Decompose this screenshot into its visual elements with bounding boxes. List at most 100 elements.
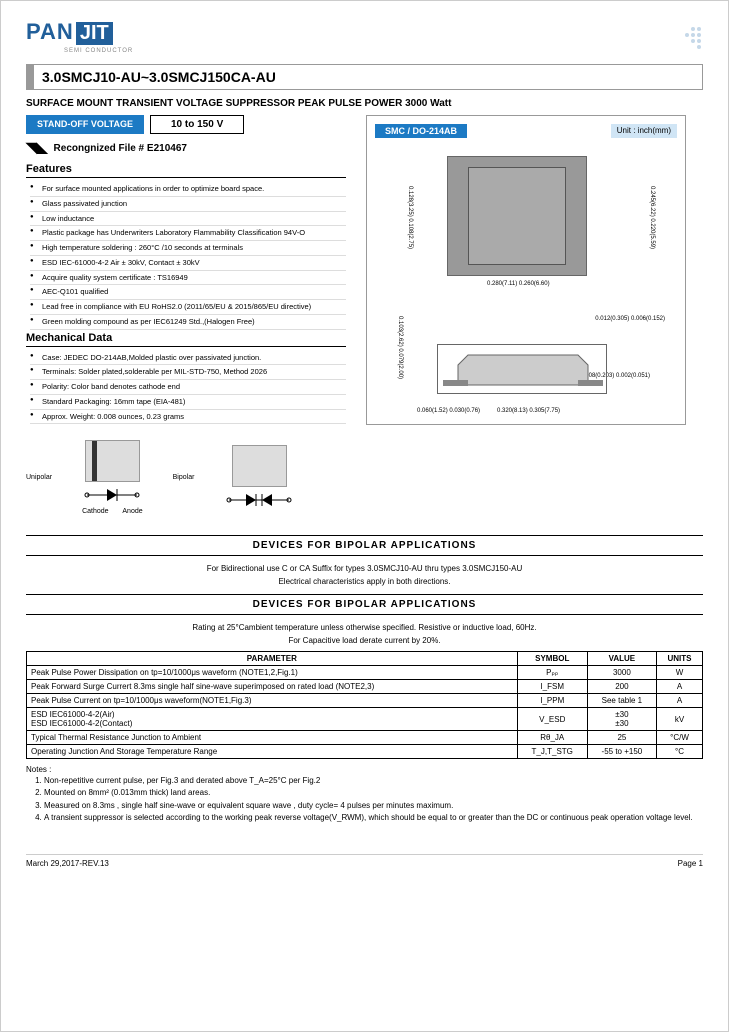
unit-label: Unit : inch(mm)	[611, 124, 677, 138]
package-name: SMC / DO-214AB	[375, 124, 467, 138]
logo-subtitle: SEMI CONDUCTOR	[64, 48, 703, 54]
chip-top-inner	[468, 167, 566, 265]
recognized-text: Recongnized File # E210467	[54, 143, 187, 154]
subtitle: SURFACE MOUNT TRANSIENT VOLTAGE SUPPRESS…	[26, 98, 703, 109]
features-list: For surface mounted applications in orde…	[26, 182, 346, 330]
dim-5: 0.103(2.62) 0.079(2.00)	[397, 316, 403, 379]
feature-item: Green molding compound as per IEC61249 S…	[30, 315, 346, 330]
cathode-label: Cathode	[82, 508, 108, 515]
feature-item: ESD IEC-61000-4-2 Air ± 30kV, Contact ± …	[30, 256, 346, 271]
features-heading: Features	[26, 161, 346, 178]
symbol-cell: Rθ_JA	[517, 731, 587, 745]
table-row: Peak Pulse Current on tp=10/1000μs wavef…	[27, 694, 703, 708]
datasheet-page: PAN JIT SEMI CONDUCTOR 3.0SMCJ10-AU~3.0S…	[0, 0, 729, 1032]
value-cell: ±30±30	[587, 708, 656, 731]
logo: PAN JIT	[26, 19, 703, 45]
param-cell: Peak Pulse Current on tp=10/1000μs wavef…	[27, 694, 518, 708]
table-header: UNITS	[657, 652, 703, 666]
value-cell: 3000	[587, 666, 656, 680]
feature-item: Plastic package has Underwriters Laborat…	[30, 226, 346, 241]
bipolar-box	[224, 445, 294, 510]
polarity-row: Unipolar Cathode Anode Bipolar	[26, 440, 703, 515]
table-header: VALUE	[587, 652, 656, 666]
section-bipolar-2: DEVICES FOR BIPOLAR APPLICATIONS	[26, 594, 703, 615]
ul-icon: ◥◣	[26, 140, 48, 157]
unit-cell: °C	[657, 745, 703, 759]
rating-text-1: Rating at 25°Cambient temperature unless…	[26, 623, 703, 632]
dim-8: 0.320(8.13) 0.305(7.75)	[497, 408, 560, 414]
mechanical-item: Approx. Weight: 0.008 ounces, 0.23 grams	[30, 410, 346, 425]
logo-suffix: JIT	[76, 22, 113, 45]
feature-item: Glass passivated junction	[30, 197, 346, 212]
notes-list: Non-repetitive current pulse, per Fig.3 …	[26, 776, 703, 824]
param-cell: Operating Junction And Storage Temperatu…	[27, 745, 518, 759]
unipolar-chip-icon	[85, 440, 140, 482]
param-cell: ESD IEC61000-4-2(Air)ESD IEC61000-4-2(Co…	[27, 708, 518, 731]
unit-cell: A	[657, 680, 703, 694]
left-column: STAND-OFF VOLTAGE 10 to 150 V ◥◣ Recongn…	[26, 115, 346, 425]
dim-6: 0.060(1.52) 0.030(0.76)	[417, 408, 480, 414]
voltage-range: 10 to 150 V	[150, 115, 244, 134]
unit-cell: kV	[657, 708, 703, 731]
symbol-cell: T_J,T_STG	[517, 745, 587, 759]
recognized-file: ◥◣ Recongnized File # E210467	[26, 140, 346, 157]
bipolar-text-2: Electrical characteristics apply in both…	[26, 577, 703, 586]
note-item: Non-repetitive current pulse, per Fig.3 …	[44, 776, 703, 786]
chip-top-view	[447, 156, 587, 276]
feature-item: Lead free in compliance with EU RoHS2.0 …	[30, 300, 346, 315]
unipolar-terminals: Cathode Anode	[82, 508, 143, 515]
unipolar-label: Unipolar	[26, 474, 52, 481]
value-cell: See table 1	[587, 694, 656, 708]
table-header: SYMBOL	[517, 652, 587, 666]
chip-side-view	[437, 344, 607, 394]
mechanical-item: Polarity: Color band denotes cathode end	[30, 380, 346, 395]
main-columns: STAND-OFF VOLTAGE 10 to 150 V ◥◣ Recongn…	[26, 115, 703, 425]
table-row: ESD IEC61000-4-2(Air)ESD IEC61000-4-2(Co…	[27, 708, 703, 731]
note-item: Measured on 8.3ms , single half sine-wav…	[44, 801, 703, 811]
decoration-dots	[663, 19, 703, 59]
unipolar-symbol-icon	[82, 485, 142, 505]
logo-prefix: PAN	[26, 19, 74, 45]
unit-cell: W	[657, 666, 703, 680]
param-cell: Peak Forward Surge Currert 8.3ms single …	[27, 680, 518, 694]
footer-page: Page 1	[678, 859, 703, 868]
mechanical-item: Terminals: Solder plated,solderable per …	[30, 365, 346, 380]
mechanical-item: Case: JEDEC DO-214AB,Molded plastic over…	[30, 351, 346, 366]
anode-label: Anode	[122, 508, 142, 515]
feature-item: AEC-Q101 qualified	[30, 285, 346, 300]
part-number-title: 3.0SMCJ10-AU~3.0SMCJ150CA-AU	[26, 64, 703, 90]
right-column: SMC / DO-214AB Unit : inch(mm) 0.128(3.2…	[366, 115, 686, 425]
table-row: Peak Forward Surge Currert 8.3ms single …	[27, 680, 703, 694]
bipolar-symbol-icon	[224, 490, 294, 510]
symbol-cell: Pₚₚ	[517, 666, 587, 680]
table-header-row: PARAMETERSYMBOLVALUEUNITS	[27, 652, 703, 666]
symbol-cell: I_FSM	[517, 680, 587, 694]
value-cell: -55 to +150	[587, 745, 656, 759]
parameters-table: PARAMETERSYMBOLVALUEUNITS Peak Pulse Pow…	[26, 651, 703, 759]
package-header: SMC / DO-214AB Unit : inch(mm)	[375, 124, 677, 138]
table-row: Peak Pulse Power Dissipation on tp=10/10…	[27, 666, 703, 680]
note-item: Mounted on 8mm² (0.013mm thick) land are…	[44, 788, 703, 798]
unit-cell: A	[657, 694, 703, 708]
value-cell: 200	[587, 680, 656, 694]
section-bipolar-1: DEVICES FOR BIPOLAR APPLICATIONS	[26, 535, 703, 556]
value-cell: 25	[587, 731, 656, 745]
rating-text-2: For Capacitive load derate current by 20…	[26, 636, 703, 645]
note-item: A transient suppressor is selected accor…	[44, 813, 703, 823]
footer-date: March 29,2017-REV.13	[26, 859, 109, 868]
dim-4: 0.012(0.305) 0.006(0.152)	[595, 316, 665, 322]
unit-cell: °C/W	[657, 731, 703, 745]
dim-2: 0.245(6.22) 0.220(5.59)	[649, 186, 655, 249]
bipolar-text-1: For Bidirectional use C or CA Suffix for…	[26, 564, 703, 573]
symbol-cell: V_ESD	[517, 708, 587, 731]
mechanical-list: Case: JEDEC DO-214AB,Molded plastic over…	[26, 351, 346, 425]
table-row: Operating Junction And Storage Temperatu…	[27, 745, 703, 759]
dim-3: 0.280(7.11) 0.260(6.60)	[487, 281, 550, 287]
table-body: Peak Pulse Power Dissipation on tp=10/10…	[27, 666, 703, 759]
feature-item: Acquire quality system certificate : TS1…	[30, 271, 346, 286]
dim-1: 0.128(3.25) 0.108(2.75)	[407, 186, 413, 249]
notes-title: Notes :	[26, 765, 703, 774]
bipolar-label: Bipolar	[173, 474, 195, 481]
feature-item: Low inductance	[30, 212, 346, 227]
symbol-cell: I_PPM	[517, 694, 587, 708]
